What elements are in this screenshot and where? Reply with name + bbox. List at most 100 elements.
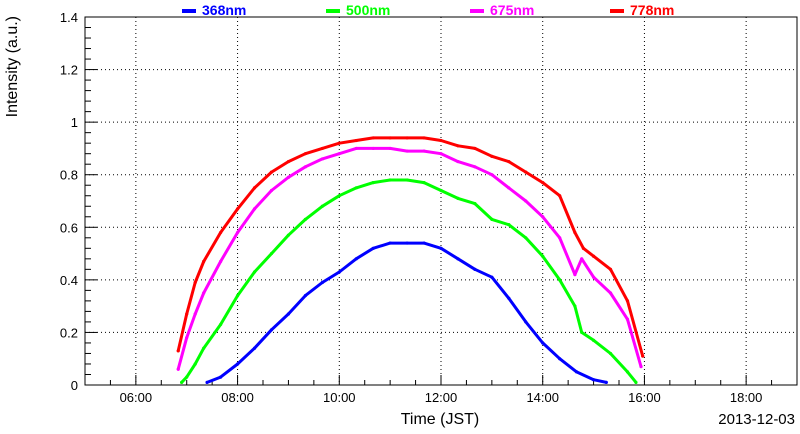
y-tick-label: 1 [71, 115, 78, 130]
data-point [371, 246, 375, 250]
data-point [202, 346, 206, 350]
x-tick-label: 08:00 [221, 390, 254, 405]
data-point [507, 186, 511, 190]
data-point [354, 138, 358, 143]
data-point [193, 312, 197, 316]
legend-label: 675nm [490, 2, 534, 18]
data-point [625, 370, 630, 374]
y-tick-label: 0.4 [60, 273, 78, 288]
data-point [354, 146, 358, 151]
data-point [337, 141, 341, 145]
data-point [507, 159, 511, 164]
data-point [235, 207, 240, 211]
data-point [354, 257, 358, 261]
y-tick-label: 1.2 [60, 63, 78, 78]
data-point [422, 149, 426, 153]
data-point [303, 217, 307, 221]
data-point [439, 138, 443, 143]
data-point [608, 351, 613, 356]
data-point [473, 146, 477, 151]
x-tick-label: 12:00 [425, 390, 458, 405]
data-point [388, 136, 392, 140]
data-point [541, 181, 545, 185]
data-point [219, 322, 223, 327]
axis-ticks: 06:00 08:00 10:00 12:00 14:00 16:00 18:00 0 0.2 0… [60, 10, 798, 405]
data-point [235, 362, 240, 366]
data-point [371, 136, 375, 140]
data-point [439, 188, 443, 193]
series-group [176, 136, 645, 384]
data-point [176, 349, 180, 353]
data-point [185, 375, 189, 379]
data-point [219, 375, 223, 379]
data-point [235, 294, 240, 298]
y-tick-label: 0.6 [60, 220, 78, 235]
data-point [580, 257, 584, 261]
legend-label: 778nm [630, 2, 674, 18]
data-point [422, 181, 426, 185]
data-point [422, 241, 426, 245]
y-tick-label: 0.2 [60, 325, 78, 340]
data-point [473, 165, 477, 169]
data-point [608, 291, 613, 295]
data-point [269, 170, 274, 174]
data-point [490, 173, 494, 177]
data-point [193, 280, 197, 285]
legend: 368nm 500nm 675nm 778nm [182, 2, 674, 18]
data-point [591, 254, 596, 258]
data-point [541, 254, 545, 258]
data-point [337, 152, 341, 156]
data-point [456, 159, 460, 164]
data-point [185, 312, 189, 316]
data-point [456, 144, 460, 148]
data-point [507, 223, 511, 227]
x-tick-label: 18:00 [730, 390, 763, 405]
data-point [320, 204, 324, 208]
data-point [625, 317, 630, 321]
data-point [580, 330, 584, 335]
data-point [219, 259, 223, 264]
data-point [303, 294, 307, 298]
data-point [490, 217, 494, 221]
data-point [252, 186, 257, 190]
data-point [320, 157, 324, 161]
data-point [558, 278, 562, 282]
data-point [219, 230, 223, 235]
data-point [490, 154, 494, 158]
data-point [524, 170, 528, 174]
data-point [202, 259, 206, 264]
data-point [205, 380, 209, 384]
data-point [573, 230, 577, 235]
data-point [337, 270, 341, 274]
data-point [473, 267, 477, 271]
data-point [456, 196, 460, 200]
data-point [405, 178, 409, 182]
data-point [591, 378, 596, 382]
data-point [303, 165, 307, 169]
data-point [269, 251, 274, 256]
data-point [405, 136, 409, 140]
data-point [439, 246, 443, 250]
x-tick-label: 16:00 [628, 390, 661, 405]
data-point [558, 236, 562, 240]
data-point [524, 199, 528, 203]
data-point [573, 304, 577, 308]
x-axis-label: Time (JST) [401, 411, 480, 428]
data-point [456, 257, 460, 261]
data-point [354, 186, 358, 190]
data-point [286, 312, 291, 316]
data-point [575, 370, 579, 374]
data-point [625, 299, 630, 303]
data-point [202, 291, 206, 295]
data-point [320, 280, 324, 285]
y-tick-label: 1.4 [60, 10, 78, 25]
data-point [388, 178, 392, 182]
x-tick-label: 14:00 [526, 390, 559, 405]
data-point [573, 273, 577, 277]
date-label: 2013-12-03 [718, 411, 795, 428]
data-point [524, 320, 528, 324]
data-point [269, 328, 274, 332]
data-point [337, 194, 341, 198]
